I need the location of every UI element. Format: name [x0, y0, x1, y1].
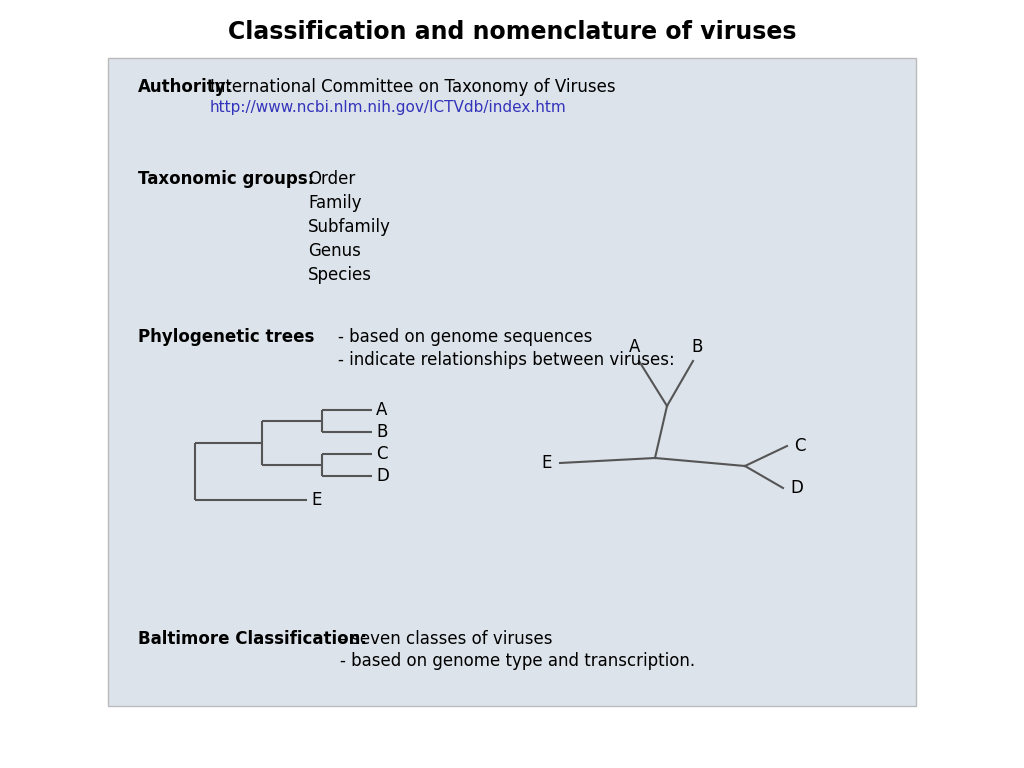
Text: Authority:: Authority:	[138, 78, 233, 96]
Text: - indicate relationships between viruses:: - indicate relationships between viruses…	[338, 351, 675, 369]
Text: Phylogenetic trees: Phylogenetic trees	[138, 328, 314, 346]
Text: Taxonomic groups:: Taxonomic groups:	[138, 170, 314, 188]
Text: C: C	[794, 437, 806, 455]
Text: E: E	[542, 454, 552, 472]
Text: A: A	[630, 338, 641, 356]
Text: Genus: Genus	[308, 242, 360, 260]
Text: International Committee on Taxonomy of Viruses: International Committee on Taxonomy of V…	[210, 78, 615, 96]
Text: - based on genome type and transcription.: - based on genome type and transcription…	[340, 652, 695, 670]
Text: A: A	[376, 401, 387, 419]
Text: D: D	[376, 467, 389, 485]
Text: Classification and nomenclature of viruses: Classification and nomenclature of virus…	[227, 20, 797, 44]
Text: D: D	[790, 479, 803, 497]
Text: B: B	[691, 338, 702, 356]
Text: Order: Order	[308, 170, 355, 188]
Text: B: B	[376, 423, 387, 441]
Text: http://www.ncbi.nlm.nih.gov/ICTVdb/index.htm: http://www.ncbi.nlm.nih.gov/ICTVdb/index…	[210, 100, 566, 115]
Text: - based on genome sequences: - based on genome sequences	[338, 328, 592, 346]
Text: Species: Species	[308, 266, 372, 284]
Text: Baltimore Classification:: Baltimore Classification:	[138, 630, 367, 648]
Text: C: C	[376, 445, 387, 463]
Text: Subfamily: Subfamily	[308, 218, 391, 236]
Text: E: E	[311, 491, 322, 509]
Text: Family: Family	[308, 194, 361, 212]
Text: - seven classes of viruses: - seven classes of viruses	[340, 630, 553, 648]
FancyBboxPatch shape	[108, 58, 916, 706]
